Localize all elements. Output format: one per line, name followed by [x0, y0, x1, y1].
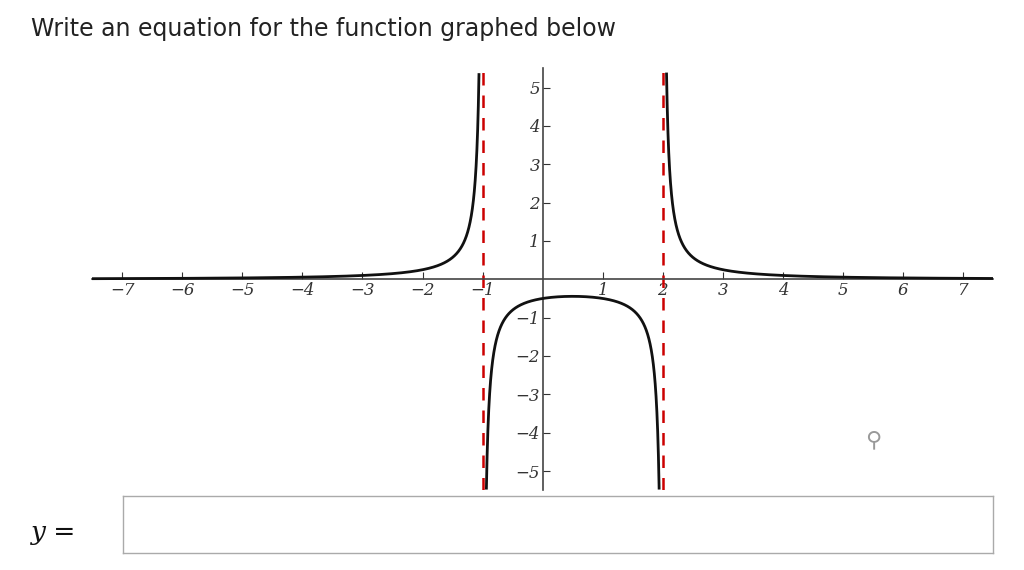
Text: Write an equation for the function graphed below: Write an equation for the function graph… [31, 17, 615, 41]
Text: y =: y = [31, 520, 76, 545]
Text: ⚲: ⚲ [865, 430, 882, 450]
